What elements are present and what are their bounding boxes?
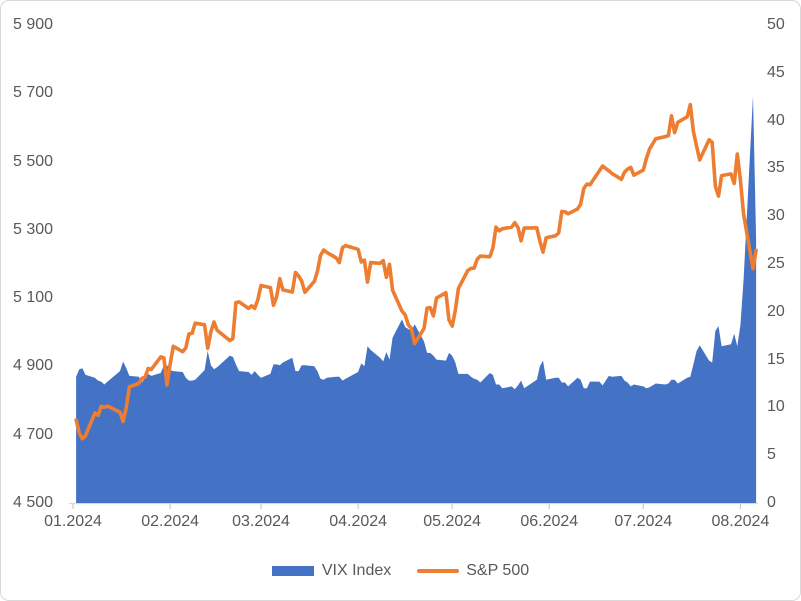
right-axis-label: 35	[767, 159, 785, 177]
right-axis-label: 25	[767, 255, 785, 272]
x-axis-label: 08.2024	[711, 513, 770, 530]
right-axis-label: 50	[767, 16, 785, 33]
x-axis-ticks	[72, 504, 742, 509]
x-axis-label: 06.2024	[520, 513, 579, 530]
x-axis-label: 04.2024	[329, 513, 388, 530]
right-axis-label: 15	[767, 350, 785, 368]
left-axis-label: 5 500	[13, 152, 54, 170]
sp500-legend-label: S&P 500	[466, 562, 530, 579]
left-axis-label: 5 300	[13, 220, 54, 238]
x-axis-label: 07.2024	[614, 513, 673, 530]
right-axis-label: 40	[767, 111, 785, 129]
x-axis-label: 03.2024	[232, 513, 290, 530]
right-axis-label: 0	[767, 494, 776, 511]
x-axis-label: 01.2024	[44, 513, 102, 530]
right-axis-label: 45	[767, 63, 785, 81]
x-axis-label: 02.2024	[141, 513, 200, 530]
left-axis-label: 5 700	[13, 84, 54, 102]
left-axis-label: 4 700	[13, 425, 54, 443]
left-axis-label: 4 500	[13, 494, 54, 511]
right-axis-label: 10	[767, 398, 785, 416]
left-axis-label: 4 900	[13, 357, 54, 375]
right-axis-label: 5	[767, 446, 776, 464]
legend: VIX Index S&P 500	[1, 561, 800, 581]
left-axis-label: 5 900	[13, 16, 54, 33]
vix-legend-label: VIX Index	[321, 562, 392, 579]
sp500-line-series	[74, 102, 758, 441]
right-axis-label: 30	[767, 207, 785, 225]
right-axis-label: 20	[767, 302, 785, 320]
sp500-legend-swatch-icon	[417, 569, 460, 573]
vix-legend-swatch-icon	[271, 566, 314, 576]
x-axis-label: 05.2024	[423, 513, 482, 530]
vix-area-series	[76, 95, 757, 503]
left-axis-label: 5 100	[13, 289, 54, 307]
